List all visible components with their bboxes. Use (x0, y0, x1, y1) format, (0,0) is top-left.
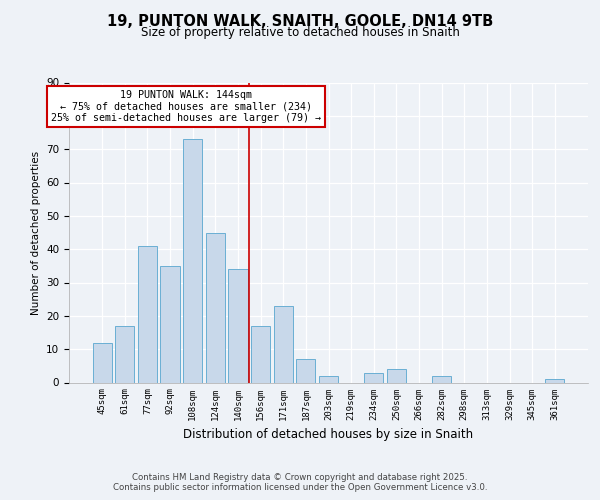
Bar (229, 269, 248, 382)
Bar (160, 266, 180, 382)
Bar (92, 342, 112, 382)
Bar (364, 372, 383, 382)
Bar (432, 376, 451, 382)
Bar (545, 379, 565, 382)
Bar (206, 232, 225, 382)
Bar (183, 139, 202, 382)
Bar (138, 246, 157, 382)
Bar (274, 306, 293, 382)
Text: Size of property relative to detached houses in Snaith: Size of property relative to detached ho… (140, 26, 460, 39)
Bar (251, 326, 270, 382)
Bar (387, 369, 406, 382)
Bar (115, 326, 134, 382)
Bar (319, 376, 338, 382)
Text: Contains HM Land Registry data © Crown copyright and database right 2025.
Contai: Contains HM Land Registry data © Crown c… (113, 473, 487, 492)
X-axis label: Distribution of detached houses by size in Snaith: Distribution of detached houses by size … (184, 428, 473, 441)
Text: 19, PUNTON WALK, SNAITH, GOOLE, DN14 9TB: 19, PUNTON WALK, SNAITH, GOOLE, DN14 9TB (107, 14, 493, 29)
Bar (296, 359, 316, 382)
Y-axis label: Number of detached properties: Number of detached properties (31, 150, 41, 314)
Text: 19 PUNTON WALK: 144sqm
← 75% of detached houses are smaller (234)
25% of semi-de: 19 PUNTON WALK: 144sqm ← 75% of detached… (51, 90, 321, 123)
